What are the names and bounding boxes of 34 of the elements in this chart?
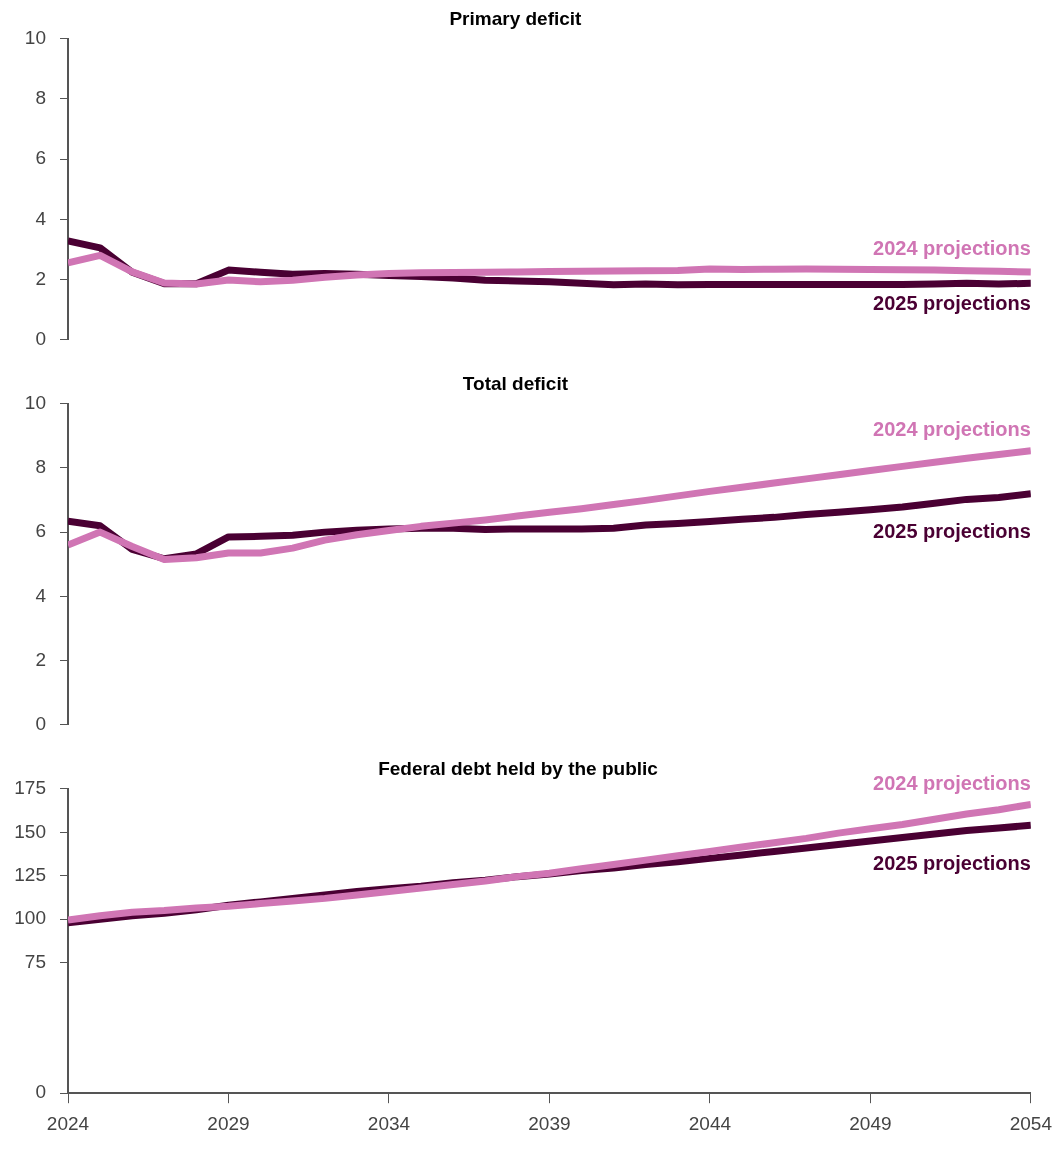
y-tick-label: 0 [35,327,46,349]
x-tick-label: 2024 [46,1112,90,1134]
x-tick-label: 2044 [688,1112,732,1134]
x-tick-label: 2054 [1009,1112,1053,1134]
chart-title: Total deficit [462,372,569,394]
x-tick-label: 2049 [849,1112,892,1134]
y-tick-label: 75 [24,950,46,972]
y-tick-label: 2 [35,648,46,670]
y-tick-label: 4 [35,207,47,229]
y-tick-label: 150 [14,820,46,842]
x-tick-label: 2039 [528,1112,571,1134]
y-tick-label: 10 [24,392,46,414]
y-tick-label: 100 [14,907,46,929]
series-label: 2025 projections [873,519,1031,542]
y-tick-label: 0 [35,712,46,734]
y-tick-label: 4 [35,584,47,606]
series-label: 2024 projections [873,771,1031,794]
y-tick-label: 10 [24,27,46,49]
y-tick-label: 8 [35,456,46,478]
chart-title: Federal debt held by the public [378,757,659,779]
x-tick-label: 2029 [207,1112,250,1134]
series-label: 2024 projections [873,236,1031,259]
y-tick-label: 125 [14,864,46,886]
series-label: 2024 projections [873,418,1031,441]
series-label: 2025 projections [873,851,1031,874]
series-label: 2025 projections [873,292,1031,315]
chart-title: Primary deficit [449,7,583,29]
x-tick-label: 2034 [367,1112,411,1134]
y-tick-label: 2 [35,267,46,289]
y-tick-label: 175 [14,777,46,799]
y-tick-label: 8 [35,87,46,109]
y-tick-label: 6 [35,520,46,542]
y-tick-label: 0 [35,1081,46,1103]
y-tick-label: 6 [35,147,46,169]
